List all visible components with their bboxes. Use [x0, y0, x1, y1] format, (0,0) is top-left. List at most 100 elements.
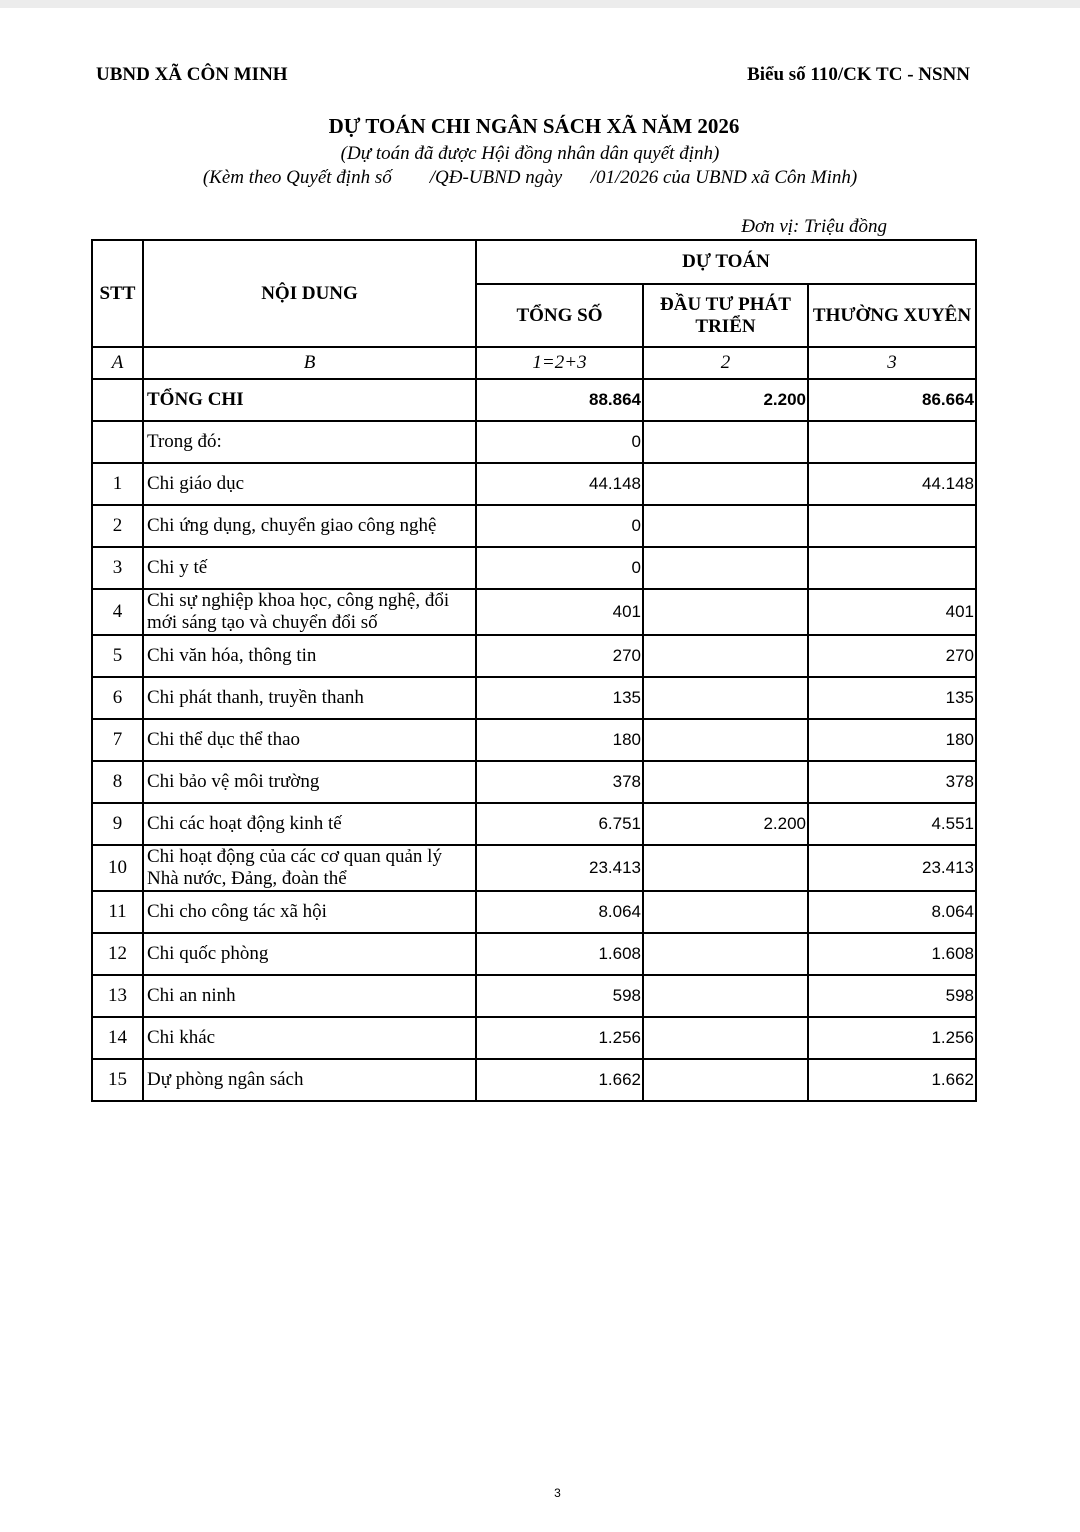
column-header: TỔNG SỐ [475, 283, 644, 348]
stt-cell: 9 [91, 802, 144, 846]
total-cell: 135 [475, 676, 644, 720]
item-row: 13 Chi an ninh 598 598 [91, 974, 977, 1018]
total-cell: 6.751 [475, 802, 644, 846]
investment-cell [642, 844, 809, 892]
stt-cell: 11 [91, 890, 144, 934]
item-row: 14 Chi khác 1.256 1.256 [91, 1016, 977, 1060]
regular-cell: 598 [807, 974, 977, 1018]
regular-cell: 44.148 [807, 462, 977, 506]
column-header: THƯỜNG XUYÊN [807, 283, 977, 348]
stt-cell: 14 [91, 1016, 144, 1060]
regular-cell: 86.664 [807, 378, 977, 422]
index-cell: 3 [807, 346, 977, 380]
stt-cell: 7 [91, 718, 144, 762]
stt-cell: 5 [91, 634, 144, 678]
content-cell: Chi hoạt động của các cơ quan quản lý Nh… [142, 844, 477, 892]
item-row: 11 Chi cho công tác xã hội 8.064 8.064 [91, 890, 977, 934]
total-cell: 270 [475, 634, 644, 678]
total-cell: 0 [475, 504, 644, 548]
total-cell: 598 [475, 974, 644, 1018]
regular-cell [807, 546, 977, 590]
investment-cell [642, 504, 809, 548]
item-row: 7 Chi thể dục thể thao 180 180 [91, 718, 977, 762]
regular-cell: 4.551 [807, 802, 977, 846]
investment-cell [642, 890, 809, 934]
stt-cell [91, 378, 144, 422]
total-cell: 1.608 [475, 932, 644, 976]
stt-cell: 13 [91, 974, 144, 1018]
item-row: 12 Chi quốc phòng 1.608 1.608 [91, 932, 977, 976]
content-cell: Chi cho công tác xã hội [142, 890, 477, 934]
content-cell: Trong đó: [142, 420, 477, 464]
content-header: NỘI DUNG [142, 239, 477, 348]
investment-cell [642, 718, 809, 762]
index-cell: B [142, 346, 477, 380]
regular-cell: 1.256 [807, 1016, 977, 1060]
content-cell: Chi sự nghiệp khoa học, công nghệ, đổi m… [142, 588, 477, 636]
investment-cell [642, 588, 809, 636]
total-row: TỔNG CHI 88.864 2.200 86.664 [91, 378, 977, 422]
stt-cell: 4 [91, 588, 144, 636]
regular-cell: 135 [807, 676, 977, 720]
content-cell: Chi thể dục thể thao [142, 718, 477, 762]
investment-cell [642, 634, 809, 678]
stt-cell: 10 [91, 844, 144, 892]
investment-cell: 2.200 [642, 802, 809, 846]
stt-cell: 2 [91, 504, 144, 548]
item-row: 9 Chi các hoạt động kinh tế 6.751 2.200 4.55… [91, 802, 977, 846]
stt-cell: 12 [91, 932, 144, 976]
regular-cell [807, 420, 977, 464]
regular-cell: 1.662 [807, 1058, 977, 1102]
item-row: 5 Chi văn hóa, thông tin 270 270 [91, 634, 977, 678]
investment-cell [642, 420, 809, 464]
total-cell: 401 [475, 588, 644, 636]
regular-cell: 270 [807, 634, 977, 678]
page-number: 3 [554, 1486, 561, 1500]
item-row: 8 Chi bảo vệ môi trường 378 378 [91, 760, 977, 804]
regular-cell: 180 [807, 718, 977, 762]
content-cell: Dự phòng ngân sách [142, 1058, 477, 1102]
unit-note: Đơn vị: Triệu đồng [741, 216, 887, 237]
content-cell: Chi ứng dụng, chuyển giao công nghệ [142, 504, 477, 548]
item-row: 3 Chi y tế 0 [91, 546, 977, 590]
investment-cell [642, 1058, 809, 1102]
content-cell: Chi y tế [142, 546, 477, 590]
investment-cell [642, 546, 809, 590]
content-cell: Chi an ninh [142, 974, 477, 1018]
regular-cell: 23.413 [807, 844, 977, 892]
index-cell: 2 [642, 346, 809, 380]
budget-table: STT NỘI DUNG DỰ TOÁN TỔNG SỐ ĐẦU TƯ PHÁT … [91, 239, 977, 1102]
total-cell: 1.256 [475, 1016, 644, 1060]
total-cell: 0 [475, 546, 644, 590]
total-cell: 378 [475, 760, 644, 804]
total-cell: 23.413 [475, 844, 644, 892]
org-name: UBND XÃ CÔN MINH [96, 64, 288, 85]
decision-note: (Kèm theo Quyết định số /QĐ-UBND ngày /0… [202, 167, 858, 188]
total-cell: 1.662 [475, 1058, 644, 1102]
content-cell: Chi giáo dục [142, 462, 477, 506]
doc-subtitle: (Dự toán đã được Hội đồng nhân dân quyết… [340, 143, 720, 164]
content-cell: Chi khác [142, 1016, 477, 1060]
total-cell: 8.064 [475, 890, 644, 934]
index-cell: A [91, 346, 144, 380]
group-header: DỰ TOÁN [475, 239, 977, 285]
stt-header: STT [91, 239, 144, 348]
total-cell: 88.864 [475, 378, 644, 422]
investment-cell [642, 974, 809, 1018]
item-row: 10 Chi hoạt động của các cơ quan quản lý … [91, 844, 977, 892]
regular-cell: 401 [807, 588, 977, 636]
stt-cell: 6 [91, 676, 144, 720]
total-cell: 44.148 [475, 462, 644, 506]
column-header: ĐẦU TƯ PHÁT TRIỂN [642, 283, 809, 348]
item-row: 6 Chi phát thanh, truyền thanh 135 135 [91, 676, 977, 720]
total-cell: 180 [475, 718, 644, 762]
content-cell: Chi văn hóa, thông tin [142, 634, 477, 678]
content-cell: TỔNG CHI [142, 378, 477, 422]
total-cell: 0 [475, 420, 644, 464]
investment-cell [642, 932, 809, 976]
top-edge [0, 0, 1080, 8]
content-cell: Chi quốc phòng [142, 932, 477, 976]
item-row: 2 Chi ứng dụng, chuyển giao công nghệ 0 [91, 504, 977, 548]
investment-cell [642, 760, 809, 804]
